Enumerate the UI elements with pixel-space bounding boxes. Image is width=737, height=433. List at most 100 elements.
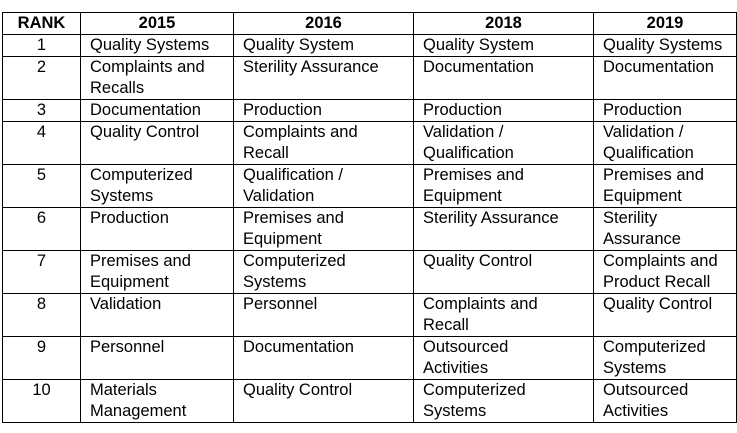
cell-2015: Premises and Equipment (80, 250, 234, 294)
table-row: 5 Computerized Systems Qualification / V… (2, 164, 737, 208)
cell-text: Personnel (243, 295, 318, 313)
cell-text: Premises and Equipment (603, 166, 704, 205)
table-row: 9 Personnel Documentation Outsourced Act… (2, 336, 737, 380)
cell-2019: Computerized Systems (593, 336, 737, 380)
cell-text: Quality System (243, 36, 354, 54)
cell-2019: Documentation (593, 56, 737, 100)
cell-text: Sterility Assurance (423, 209, 559, 227)
cell-2015: Validation (80, 293, 234, 337)
header-row: RANK 2015 2016 2018 2019 (2, 12, 737, 35)
header-2016: 2016 (233, 12, 414, 35)
rank-cell: 10 (2, 379, 81, 423)
ranking-table: RANK 2015 2016 2018 2019 1 Quality Syste… (2, 12, 737, 423)
cell-text: Production (603, 101, 682, 119)
rank-cell: 8 (2, 293, 81, 337)
cell-text: Complaints and Product Recall (603, 252, 718, 291)
cell-text: Qualification / Validation (243, 166, 343, 205)
cell-2015: Computerized Systems (80, 164, 234, 208)
cell-text: Quality Control (423, 252, 533, 270)
header-rank: RANK (2, 12, 81, 35)
cell-2015: Quality Systems (80, 34, 234, 57)
header-2019: 2019 (593, 12, 737, 35)
table-row: 10 Materials Management Quality Control … (2, 379, 737, 423)
cell-2018: Documentation (413, 56, 594, 100)
cell-2018: Sterility Assurance (413, 207, 594, 251)
cell-text: Documentation (90, 101, 201, 119)
cell-2016: Qualification / Validation (233, 164, 414, 208)
rank-cell: 3 (2, 99, 81, 122)
cell-text: Validation / Qualification (423, 123, 514, 162)
cell-text: Production (90, 209, 169, 227)
cell-text: Documentation (423, 58, 534, 76)
cell-text: Complaints and Recall (423, 295, 538, 334)
rank-cell: 6 (2, 207, 81, 251)
table-row: 7 Premises and Equipment Computerized Sy… (2, 250, 737, 294)
cell-2019: Complaints and Product Recall (593, 250, 737, 294)
cell-2018: Quality System (413, 34, 594, 57)
cell-2018: Production (413, 99, 594, 122)
cell-2016: Premises and Equipment (233, 207, 414, 251)
cell-text: Premises and Equipment (90, 252, 191, 291)
cell-text: Computerized Systems (423, 381, 526, 420)
cell-text: Computerized Systems (243, 252, 346, 291)
cell-2016: Complaints and Recall (233, 121, 414, 165)
cell-2016: Personnel (233, 293, 414, 337)
cell-2018: Outsourced Activities (413, 336, 594, 380)
cell-text: Validation (90, 295, 162, 313)
cell-2018: Validation / Qualification (413, 121, 594, 165)
cell-2018: Quality Control (413, 250, 594, 294)
table-row: 6 Production Premises and Equipment Ster… (2, 207, 737, 251)
cell-text: Outsourced Activities (603, 381, 689, 420)
cell-2016: Documentation (233, 336, 414, 380)
cell-text: Quality Systems (603, 36, 723, 54)
cell-text: Premises and Equipment (423, 166, 524, 205)
cell-2015: Materials Management (80, 379, 234, 423)
cell-text: Quality System (423, 36, 534, 54)
rank-cell: 7 (2, 250, 81, 294)
cell-2016: Sterility Assurance (233, 56, 414, 100)
rank-cell: 2 (2, 56, 81, 100)
cell-2018: Complaints and Recall (413, 293, 594, 337)
table-row: 3 Documentation Production Production Pr… (2, 99, 737, 122)
header-2018: 2018 (413, 12, 594, 35)
cell-text: Personnel (90, 338, 165, 356)
cell-2018: Premises and Equipment (413, 164, 594, 208)
cell-2019: Validation / Qualification (593, 121, 737, 165)
cell-text: Quality Control (243, 381, 353, 399)
cell-2019: Premises and Equipment (593, 164, 737, 208)
cell-text: Computerized Systems (603, 338, 706, 377)
rank-cell: 1 (2, 34, 81, 57)
table-row: 8 Validation Personnel Complaints and Re… (2, 293, 737, 337)
cell-2019: Quality Control (593, 293, 737, 337)
cell-text: Complaints and Recalls (90, 58, 205, 97)
cell-text: Documentation (603, 58, 714, 76)
cell-2015: Complaints and Recalls (80, 56, 234, 100)
cell-2016: Quality System (233, 34, 414, 57)
cell-text: Production (423, 101, 502, 119)
cell-2019: Quality Systems (593, 34, 737, 57)
cell-2015: Personnel (80, 336, 234, 380)
cell-2018: Computerized Systems (413, 379, 594, 423)
cell-text: Quality Control (603, 295, 713, 313)
cell-2015: Quality Control (80, 121, 234, 165)
cell-text: Sterility Assurance (243, 58, 379, 76)
cell-2019: Outsourced Activities (593, 379, 737, 423)
table-row: 4 Quality Control Complaints and Recall … (2, 121, 737, 165)
cell-2016: Computerized Systems (233, 250, 414, 294)
rank-cell: 5 (2, 164, 81, 208)
cell-2015: Production (80, 207, 234, 251)
cell-text: Outsourced Activities (423, 338, 509, 377)
table-row: 2 Complaints and Recalls Sterility Assur… (2, 56, 737, 100)
cell-text: Computerized Systems (90, 166, 193, 205)
cell-2015: Documentation (80, 99, 234, 122)
cell-2019: Sterility Assurance (593, 207, 737, 251)
table-row: 1 Quality Systems Quality System Quality… (2, 34, 737, 57)
cell-text: Validation / Qualification (603, 123, 694, 162)
cell-text: Materials Management (90, 381, 187, 420)
cell-text: Documentation (243, 338, 354, 356)
rank-cell: 9 (2, 336, 81, 380)
cell-text: Sterility Assurance (603, 209, 681, 248)
cell-2019: Production (593, 99, 737, 122)
header-2015: 2015 (80, 12, 234, 35)
cell-text: Complaints and Recall (243, 123, 358, 162)
